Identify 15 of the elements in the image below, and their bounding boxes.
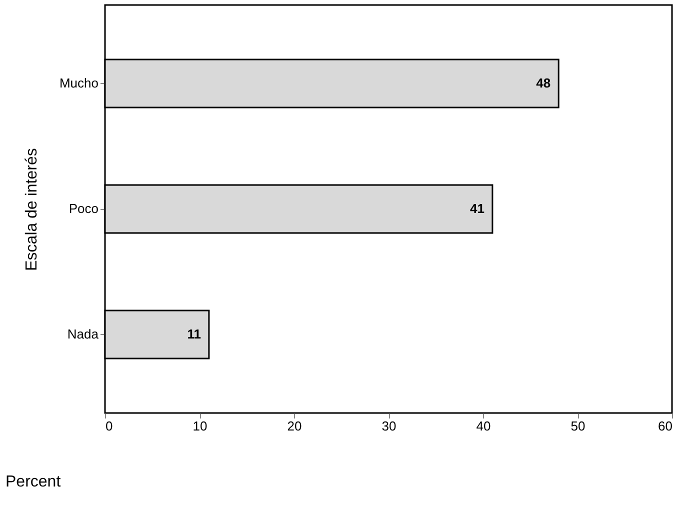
x-tick-label: 0 (106, 418, 113, 434)
y-tick-label: Mucho (59, 75, 98, 90)
data-label: 11 (187, 326, 201, 342)
x-tick-label: 10 (192, 418, 208, 434)
data-label: 48 (536, 75, 551, 90)
x-tick-label: 30 (382, 418, 396, 434)
x-tick-label: 50 (570, 418, 586, 434)
x-axis-title: Percent (6, 474, 62, 490)
y-tick-label: Poco (68, 201, 98, 216)
x-tick-label: 60 (658, 418, 672, 434)
y-tick-label: Nada (67, 326, 100, 342)
y-axis-title: Escala de interés (23, 148, 40, 271)
x-tick-label: 40 (476, 418, 491, 434)
data-label: 41 (470, 201, 484, 216)
x-tick-label: 20 (287, 418, 302, 434)
